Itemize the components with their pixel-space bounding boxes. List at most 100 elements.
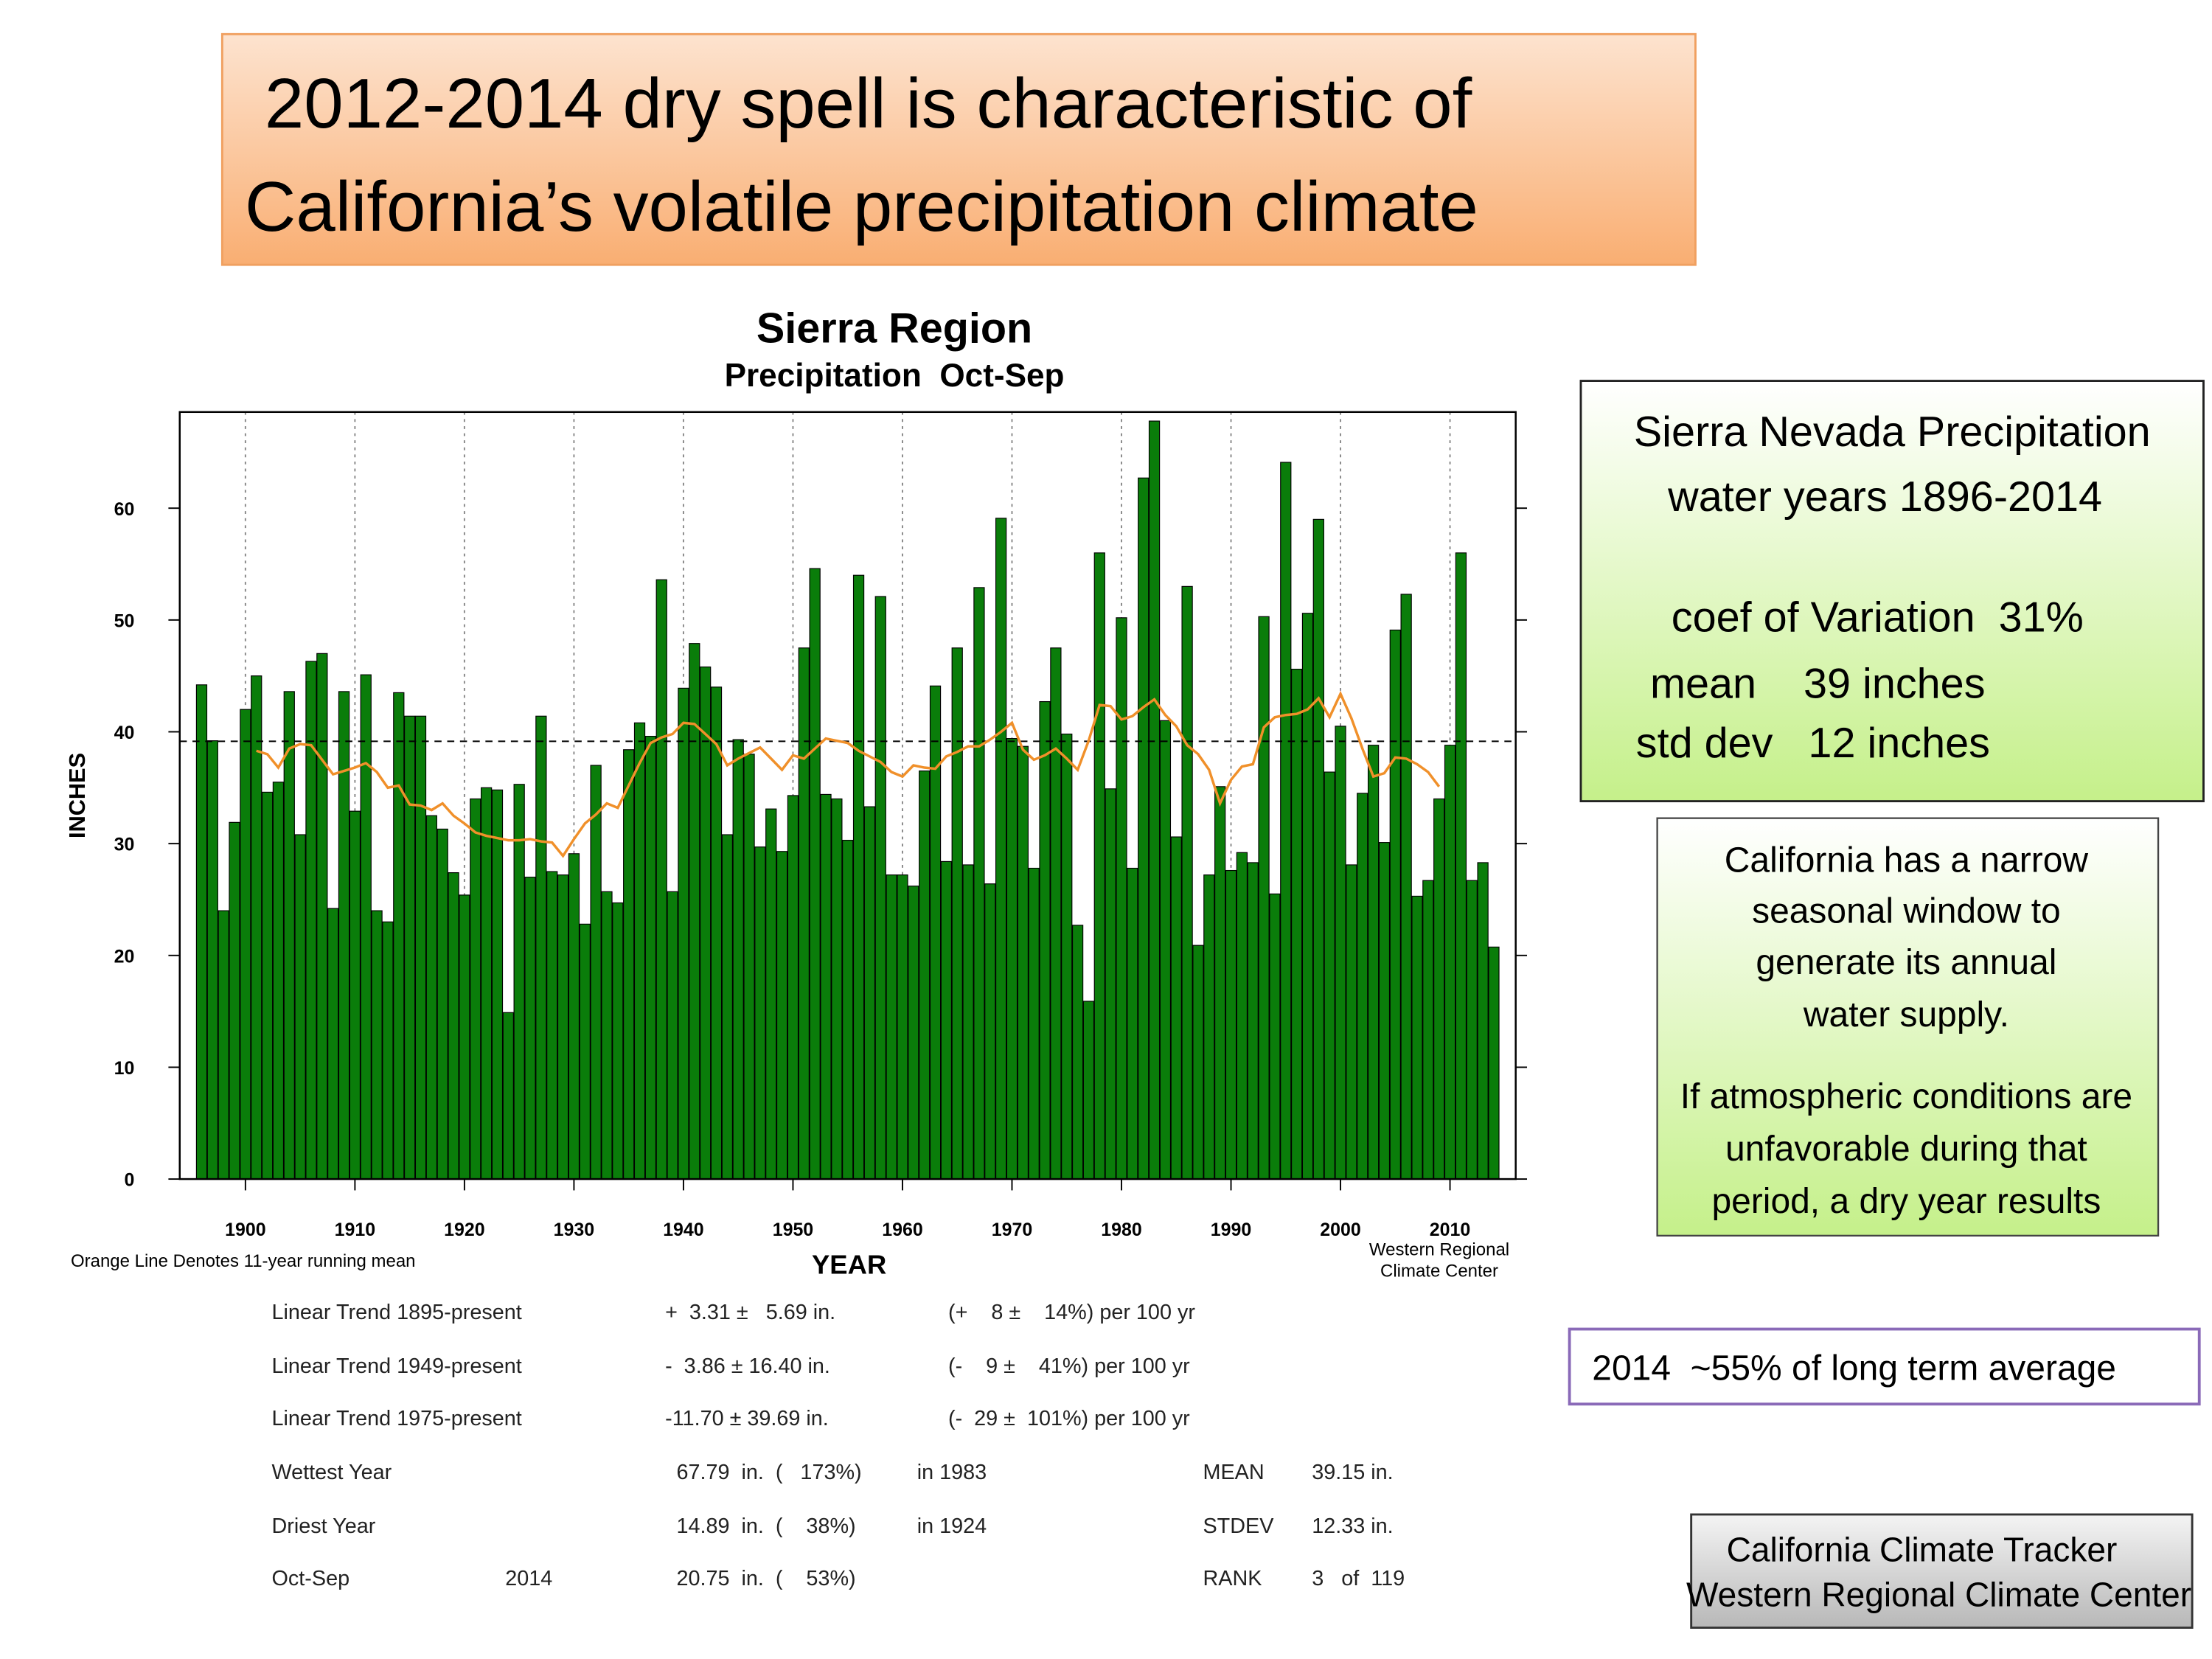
- bar: [1214, 786, 1226, 1180]
- bar: [1028, 867, 1040, 1180]
- bar: [1290, 668, 1303, 1180]
- bar: [524, 877, 536, 1180]
- bar: [1301, 613, 1314, 1180]
- bar: [809, 568, 821, 1180]
- x-tick-label: 1950: [773, 1220, 813, 1240]
- stat-value: 12.33 in.: [1312, 1514, 1393, 1538]
- x-tick-label: 1920: [444, 1220, 484, 1240]
- bar: [1181, 585, 1193, 1180]
- bar: [1357, 793, 1368, 1180]
- bar: [513, 784, 525, 1180]
- bar: [1389, 629, 1401, 1180]
- bar: [787, 795, 799, 1180]
- x-tick-label: 1900: [225, 1220, 265, 1240]
- bar: [678, 687, 689, 1180]
- bar: [1422, 880, 1434, 1180]
- bar: [448, 872, 459, 1180]
- y-tick-label: 0: [124, 1170, 134, 1191]
- bar: [1061, 733, 1073, 1180]
- bar: [962, 864, 974, 1180]
- bar: [1280, 462, 1292, 1180]
- bar: [590, 765, 602, 1180]
- bar: [1138, 477, 1150, 1180]
- bar: [1411, 895, 1423, 1180]
- bar: [272, 782, 285, 1180]
- bar: [218, 910, 229, 1180]
- bar: [1335, 726, 1346, 1180]
- bar: [229, 821, 240, 1180]
- bar: [1433, 798, 1445, 1180]
- trend-label: Linear Trend 1975-present: [272, 1407, 522, 1430]
- x-tick-label: 1960: [882, 1220, 922, 1240]
- bar: [480, 787, 493, 1180]
- bar: [327, 908, 339, 1180]
- bar: [863, 806, 876, 1180]
- bar: [721, 834, 733, 1180]
- window-line: generate its annual: [1756, 943, 2056, 982]
- source-box: [1690, 1513, 2194, 1629]
- bar: [820, 793, 832, 1180]
- y-tick-label: 10: [114, 1058, 135, 1079]
- bar: [1236, 852, 1248, 1180]
- info-box: [1579, 380, 2205, 803]
- bar: [502, 1012, 514, 1180]
- bar: [984, 883, 996, 1180]
- chart-credit: Climate Center: [1380, 1262, 1498, 1281]
- info-line: mean 39 inches: [1650, 660, 1986, 707]
- stat-label: MEAN: [1203, 1461, 1264, 1484]
- stat-value: 3 of 119: [1312, 1567, 1405, 1590]
- trend-percent: (- 29 ± 101%) per 100 yr: [948, 1407, 1190, 1430]
- callout-box: [1568, 1327, 2201, 1406]
- bar: [491, 789, 504, 1180]
- bar: [195, 684, 208, 1180]
- x-tick-label: 1910: [335, 1220, 375, 1240]
- record-value: 14.89 in. ( 38%): [676, 1514, 855, 1538]
- bar: [1039, 700, 1051, 1180]
- bar: [1203, 874, 1215, 1180]
- y-tick-label: 60: [114, 499, 135, 520]
- bar: [1105, 788, 1116, 1180]
- bar: [973, 587, 985, 1180]
- window-line: water supply.: [1803, 995, 2009, 1034]
- source-line: Western Regional Climate Center: [1686, 1576, 2191, 1614]
- trend-value: -11.70 ± 39.69 in.: [665, 1407, 829, 1430]
- bar: [546, 871, 558, 1180]
- record-value: 20.75 in. ( 53%): [676, 1567, 855, 1590]
- bar: [754, 846, 766, 1180]
- bar: [732, 739, 744, 1180]
- record-note: in 1924: [917, 1514, 987, 1538]
- info-line: coef of Variation 31%: [1672, 594, 2084, 641]
- bar: [1400, 594, 1412, 1180]
- bar: [1006, 738, 1018, 1180]
- chart-note: Orange Line Denotes 11-year running mean: [71, 1251, 416, 1271]
- bar: [579, 923, 591, 1180]
- bar: [852, 574, 865, 1180]
- title-box: [220, 32, 1697, 266]
- window-text: California has a narrow seasonal window t…: [1680, 841, 2132, 1222]
- y-tick-label: 20: [114, 946, 135, 967]
- bar: [929, 685, 942, 1180]
- stat-label: RANK: [1203, 1567, 1262, 1590]
- bar: [557, 874, 569, 1180]
- window-line: period, a dry year results: [1711, 1182, 2101, 1221]
- bar: [995, 518, 1007, 1180]
- bar: [240, 709, 251, 1180]
- x-tick-label: 1940: [663, 1220, 703, 1240]
- window-line: If atmospheric conditions are: [1680, 1077, 2132, 1116]
- bar: [1225, 869, 1237, 1180]
- bar: [305, 661, 317, 1180]
- bar: [612, 902, 624, 1180]
- bar: [261, 791, 274, 1180]
- x-tick-label: 2000: [1320, 1220, 1360, 1240]
- bar: [1378, 842, 1391, 1180]
- bar: [1050, 647, 1062, 1180]
- bar: [283, 691, 295, 1180]
- window-line: California has a narrow: [1725, 841, 2089, 880]
- record-note: in 1983: [917, 1461, 987, 1484]
- stats-table: Linear Trend 1895-present + 3.31 ± 5.69 i…: [272, 1301, 1405, 1590]
- chart-title: Sierra Region: [757, 305, 1032, 352]
- x-tick-label: 2010: [1430, 1220, 1470, 1240]
- trend-value: - 3.86 ± 16.40 in.: [665, 1354, 830, 1378]
- bar: [940, 860, 953, 1180]
